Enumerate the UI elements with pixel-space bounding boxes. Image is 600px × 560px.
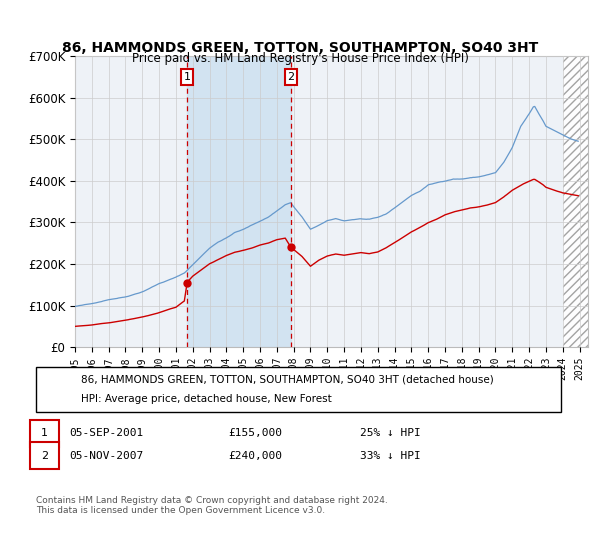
Text: 05-SEP-2001: 05-SEP-2001 [69, 428, 143, 438]
Text: 2: 2 [41, 451, 48, 461]
Text: 1: 1 [41, 428, 48, 438]
Text: 25% ↓ HPI: 25% ↓ HPI [360, 428, 421, 438]
Text: 86, HAMMONDS GREEN, TOTTON, SOUTHAMPTON, SO40 3HT: 86, HAMMONDS GREEN, TOTTON, SOUTHAMPTON,… [62, 41, 538, 55]
Text: 1: 1 [184, 72, 191, 82]
Text: Price paid vs. HM Land Registry's House Price Index (HPI): Price paid vs. HM Land Registry's House … [131, 52, 469, 66]
Text: Contains HM Land Registry data © Crown copyright and database right 2024.
This d: Contains HM Land Registry data © Crown c… [36, 496, 388, 515]
Text: £240,000: £240,000 [228, 451, 282, 461]
Text: £155,000: £155,000 [228, 428, 282, 438]
Text: 2: 2 [287, 72, 295, 82]
Text: 33% ↓ HPI: 33% ↓ HPI [360, 451, 421, 461]
Bar [563, 56, 588, 347]
Text: 86, HAMMONDS GREEN, TOTTON, SOUTHAMPTON, SO40 3HT (detached house): 86, HAMMONDS GREEN, TOTTON, SOUTHAMPTON,… [81, 374, 494, 384]
Bar [187, 56, 291, 347]
Text: HPI: Average price, detached house, New Forest: HPI: Average price, detached house, New … [81, 394, 332, 404]
Text: 05-NOV-2007: 05-NOV-2007 [69, 451, 143, 461]
